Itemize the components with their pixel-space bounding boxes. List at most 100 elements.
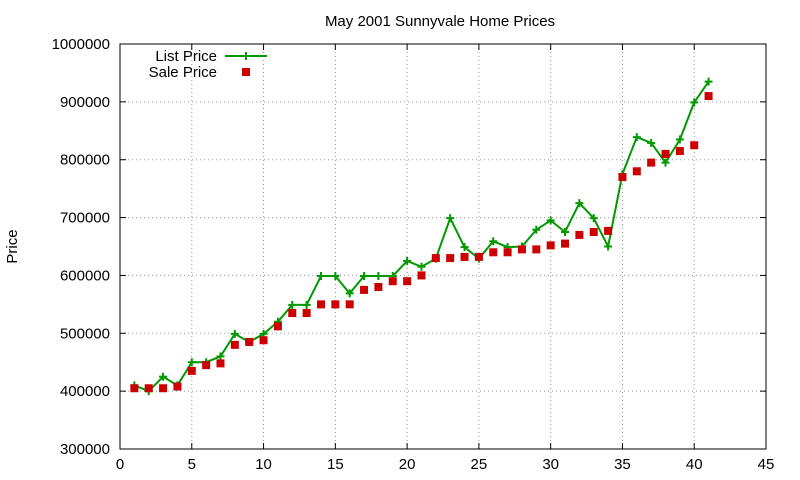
list-price-point — [230, 329, 239, 338]
sale-price-point — [245, 337, 254, 346]
list-price-point — [532, 225, 541, 234]
data-series — [130, 77, 713, 396]
sale-price-point — [589, 228, 598, 237]
x-tick-label: 25 — [471, 456, 488, 473]
sale-price-point — [173, 382, 182, 391]
y-tick-label: 800000 — [60, 152, 110, 169]
sale-price-point — [388, 277, 397, 286]
list-price-point — [489, 237, 498, 246]
legend-key-list-price — [225, 52, 267, 60]
list-price-point — [345, 289, 354, 298]
sale-price-point — [561, 239, 570, 248]
list-price-point — [446, 214, 455, 223]
legend: List Price Sale Price — [149, 48, 267, 81]
sale-price-point — [403, 277, 412, 286]
list-price-point — [403, 256, 412, 265]
list-price-point — [632, 133, 641, 142]
sale-price-point — [144, 384, 153, 393]
list-price-point — [159, 372, 168, 381]
legend-square-marker — [242, 68, 250, 76]
list-price-point — [187, 358, 196, 367]
y-tick-label: 600000 — [60, 267, 110, 284]
sale-price-point — [661, 149, 670, 158]
plot-frame — [119, 43, 767, 450]
y-tick-label: 900000 — [60, 94, 110, 111]
sale-price-point — [187, 366, 196, 375]
sale-price-point — [604, 226, 613, 235]
list-price-point — [374, 272, 383, 281]
sale-price-point — [632, 167, 641, 176]
sale-price-point — [474, 252, 483, 261]
list-price-point — [546, 216, 555, 225]
list-price-point — [704, 77, 713, 86]
y-tick-label: 1000000 — [52, 36, 110, 53]
sale-price-point — [704, 92, 713, 101]
legend-key-sale-price — [242, 68, 250, 76]
x-tick-label: 20 — [399, 456, 416, 473]
list-price-point — [647, 138, 656, 147]
y-tick-label: 500000 — [60, 325, 110, 342]
sale-price-point — [675, 147, 684, 156]
grid-lines — [120, 44, 766, 449]
y-axis-label: Price — [4, 229, 21, 263]
sale-price-point — [316, 300, 325, 309]
list-price-point — [460, 243, 469, 252]
x-tick-label: 10 — [255, 456, 272, 473]
sale-price-point — [130, 384, 139, 393]
axis-ticks: 0 5 10 15 20 25 30 35 40 45 300000 400000 500000 6000… — [52, 36, 775, 473]
list-price-point — [288, 300, 297, 309]
list-price-point — [331, 272, 340, 281]
x-tick-label: 5 — [188, 456, 196, 473]
sale-price-point — [216, 359, 225, 368]
list-price-point — [589, 214, 598, 223]
sale-price-point — [202, 361, 211, 370]
list-price-point — [302, 300, 311, 309]
list-price-point — [675, 135, 684, 144]
sale-price-point — [230, 340, 239, 349]
legend-plus-marker — [242, 52, 250, 60]
sale-price-point — [273, 322, 282, 331]
list-price-point — [316, 272, 325, 281]
y-tick-label: 700000 — [60, 210, 110, 227]
list-price-point — [575, 199, 584, 208]
sale-price-point — [503, 248, 512, 257]
sale-price-point — [159, 384, 168, 393]
sale-price-point — [446, 254, 455, 263]
list-price-point — [661, 158, 670, 167]
list-price-point — [417, 262, 426, 271]
sale-price-point — [288, 309, 297, 318]
sale-price-point — [532, 245, 541, 254]
list-price-point — [561, 228, 570, 237]
sale-price-point — [575, 230, 584, 239]
y-tick-label: 300000 — [60, 441, 110, 458]
sale-price-point — [460, 252, 469, 261]
list-price-point — [604, 242, 613, 251]
sale-price-point — [489, 248, 498, 257]
sale-price-point — [690, 141, 699, 150]
x-tick-label: 0 — [116, 456, 124, 473]
legend-label-list-price: List Price — [155, 48, 217, 65]
list-price-point — [216, 352, 225, 361]
sale-price-point — [345, 300, 354, 309]
sale-price-point — [360, 285, 369, 294]
x-tick-label: 30 — [542, 456, 559, 473]
legend-label-sale-price: Sale Price — [149, 64, 217, 81]
sale-price-point — [374, 283, 383, 291]
list-price-point — [690, 98, 699, 107]
sale-price-point — [517, 245, 526, 254]
sale-price-point — [302, 309, 311, 318]
chart-title: May 2001 Sunnyvale Home Prices — [325, 13, 555, 30]
sale-price-point — [331, 300, 340, 309]
list-price-point — [360, 272, 369, 281]
x-tick-label: 45 — [758, 456, 775, 473]
sale-price-point — [546, 241, 555, 250]
x-tick-label: 35 — [614, 456, 631, 473]
sale-price-point — [259, 336, 268, 345]
x-tick-label: 15 — [327, 456, 344, 473]
x-tick-label: 40 — [686, 456, 703, 473]
sale-price-point — [618, 173, 627, 182]
sale-price-point — [417, 271, 426, 280]
y-tick-label: 400000 — [60, 383, 110, 400]
sale-price-point — [431, 254, 440, 263]
